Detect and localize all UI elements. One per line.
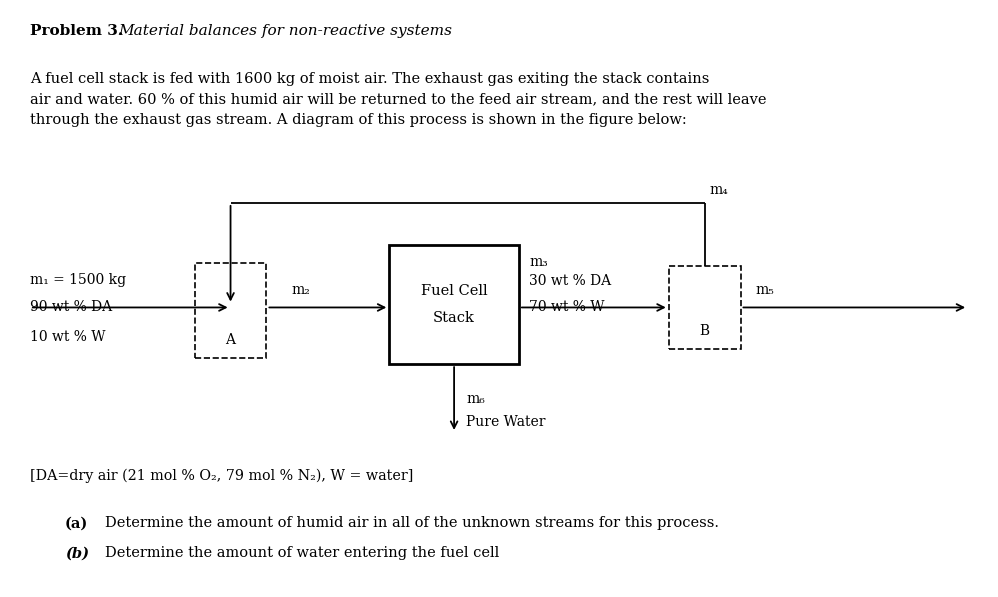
- Text: A: A: [226, 334, 236, 347]
- Text: 30 wt % DA: 30 wt % DA: [529, 275, 611, 288]
- Text: m₅: m₅: [755, 283, 774, 297]
- Text: Determine the amount of water entering the fuel cell: Determine the amount of water entering t…: [105, 546, 499, 560]
- Text: [DA=dry air (21 mol % O₂, 79 mol % N₂), W = water]: [DA=dry air (21 mol % O₂, 79 mol % N₂), …: [30, 469, 413, 483]
- Bar: [669, 266, 741, 349]
- Text: m₄: m₄: [710, 183, 729, 197]
- Text: m₁ = 1500 kg: m₁ = 1500 kg: [30, 273, 126, 287]
- Text: 10 wt % W: 10 wt % W: [30, 330, 106, 344]
- Text: m₆: m₆: [466, 392, 485, 406]
- Bar: [195, 263, 266, 358]
- Text: Problem 3.: Problem 3.: [30, 24, 123, 38]
- Text: Pure Water: Pure Water: [466, 415, 546, 429]
- Text: A fuel cell stack is fed with 1600 kg of moist air. The exhaust gas exiting the : A fuel cell stack is fed with 1600 kg of…: [30, 72, 766, 127]
- Text: (a): (a): [65, 516, 88, 530]
- Text: (b): (b): [65, 546, 89, 560]
- Text: m₃: m₃: [529, 255, 548, 269]
- Text: Determine the amount of humid air in all of the unknown streams for this process: Determine the amount of humid air in all…: [105, 516, 719, 530]
- Text: 70 wt % W: 70 wt % W: [529, 300, 605, 315]
- Text: Material balances for non-reactive systems: Material balances for non-reactive syste…: [118, 24, 452, 38]
- Text: m₂: m₂: [291, 283, 310, 297]
- Text: Fuel Cell: Fuel Cell: [421, 284, 487, 298]
- Bar: [389, 245, 519, 364]
- Text: 90 wt % DA: 90 wt % DA: [30, 300, 112, 315]
- Text: Stack: Stack: [433, 310, 475, 325]
- Text: B: B: [700, 325, 710, 338]
